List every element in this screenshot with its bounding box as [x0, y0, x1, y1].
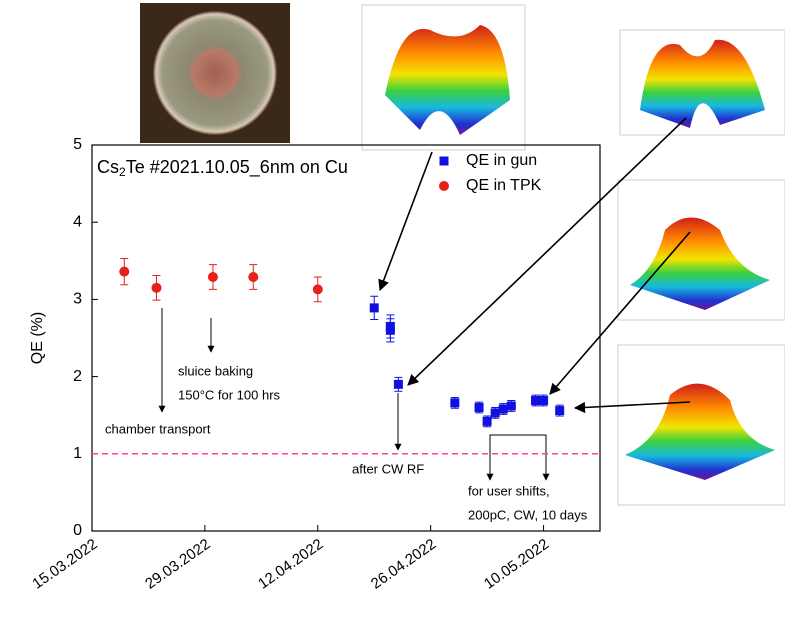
x-tick-label: 15.03.2022: [29, 536, 100, 593]
photo-disc: [153, 11, 277, 135]
surface-plot: [362, 5, 525, 150]
marker: [313, 284, 323, 294]
marker: [531, 396, 540, 405]
y-tick-label: 3: [73, 291, 82, 308]
surface-plot: [618, 345, 785, 505]
marker: [370, 303, 379, 312]
annotation: for user shifts,: [468, 483, 550, 498]
marker: [119, 267, 129, 277]
chart: Cs2Te #2021.10.05_6nm on Cu QE (%) chamb…: [0, 0, 785, 614]
annotation: 150°C for 100 hrs: [178, 387, 281, 402]
marker: [475, 403, 484, 412]
y-tick-label: 1: [73, 445, 82, 462]
x-tick-label: 10.05.2022: [481, 536, 552, 593]
legend-label: QE in gun: [466, 152, 537, 169]
x-tick-label: 12.04.2022: [255, 536, 326, 593]
marker: [499, 405, 508, 414]
legend-label: QE in TPK: [466, 177, 542, 194]
marker: [394, 380, 403, 389]
y-tick-label: 5: [73, 136, 82, 153]
marker: [555, 406, 564, 415]
marker: [539, 396, 548, 405]
marker: [248, 272, 258, 282]
annotation: sluice baking: [178, 363, 253, 378]
marker: [483, 417, 492, 426]
annotation: chamber transport: [105, 421, 211, 436]
x-tick-label: 26.04.2022: [368, 536, 439, 593]
marker: [386, 326, 395, 335]
y-tick-label: 2: [73, 368, 82, 385]
legend-marker: [439, 181, 449, 191]
surface-plot: [618, 180, 785, 320]
x-tick-label: 29.03.2022: [142, 536, 213, 593]
surface-plot: [620, 30, 785, 135]
title-part: Cs: [97, 157, 119, 177]
annotation: after CW RF: [352, 461, 424, 476]
y-axis-label: QE (%): [29, 312, 46, 364]
plot-frame: [92, 145, 600, 531]
legend-marker: [440, 157, 449, 166]
chart-title: Cs2Te #2021.10.05_6nm on Cu: [97, 157, 348, 179]
title-part: Te #2021.10.05_6nm on Cu: [126, 157, 348, 178]
annotation: 200pC, CW, 10 days: [468, 507, 588, 522]
y-tick-label: 4: [73, 213, 82, 230]
marker: [491, 408, 500, 417]
marker: [507, 401, 516, 410]
marker: [152, 283, 162, 293]
marker: [208, 272, 218, 282]
marker: [450, 398, 459, 407]
y-tick-label: 0: [73, 522, 82, 539]
